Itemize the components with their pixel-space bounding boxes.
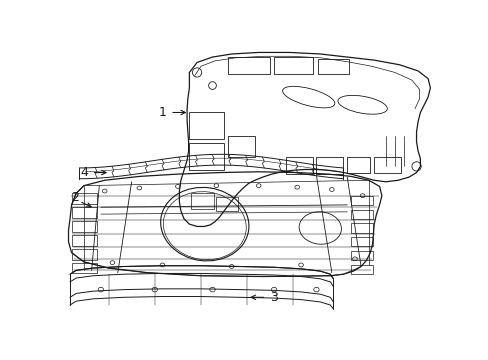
- Text: 3: 3: [269, 291, 278, 304]
- Bar: [227, 136, 254, 157]
- Text: 4: 4: [80, 166, 88, 179]
- Bar: [274, 57, 312, 74]
- Bar: [72, 193, 97, 204]
- Bar: [227, 57, 270, 74]
- Bar: [350, 265, 372, 274]
- Bar: [72, 263, 97, 274]
- Bar: [189, 112, 224, 139]
- Bar: [216, 197, 238, 211]
- Bar: [317, 59, 348, 74]
- Bar: [350, 223, 372, 233]
- Bar: [190, 193, 214, 209]
- Bar: [350, 210, 372, 219]
- Bar: [72, 207, 97, 218]
- Bar: [316, 157, 343, 174]
- Text: 1: 1: [158, 106, 166, 119]
- Text: 2: 2: [71, 191, 79, 204]
- Bar: [72, 235, 97, 246]
- Bar: [350, 195, 372, 205]
- Bar: [285, 157, 312, 174]
- Bar: [350, 237, 372, 247]
- Bar: [346, 157, 369, 172]
- Bar: [72, 249, 97, 260]
- Bar: [189, 143, 224, 170]
- Bar: [350, 251, 372, 260]
- Bar: [373, 157, 400, 172]
- Bar: [72, 221, 97, 232]
